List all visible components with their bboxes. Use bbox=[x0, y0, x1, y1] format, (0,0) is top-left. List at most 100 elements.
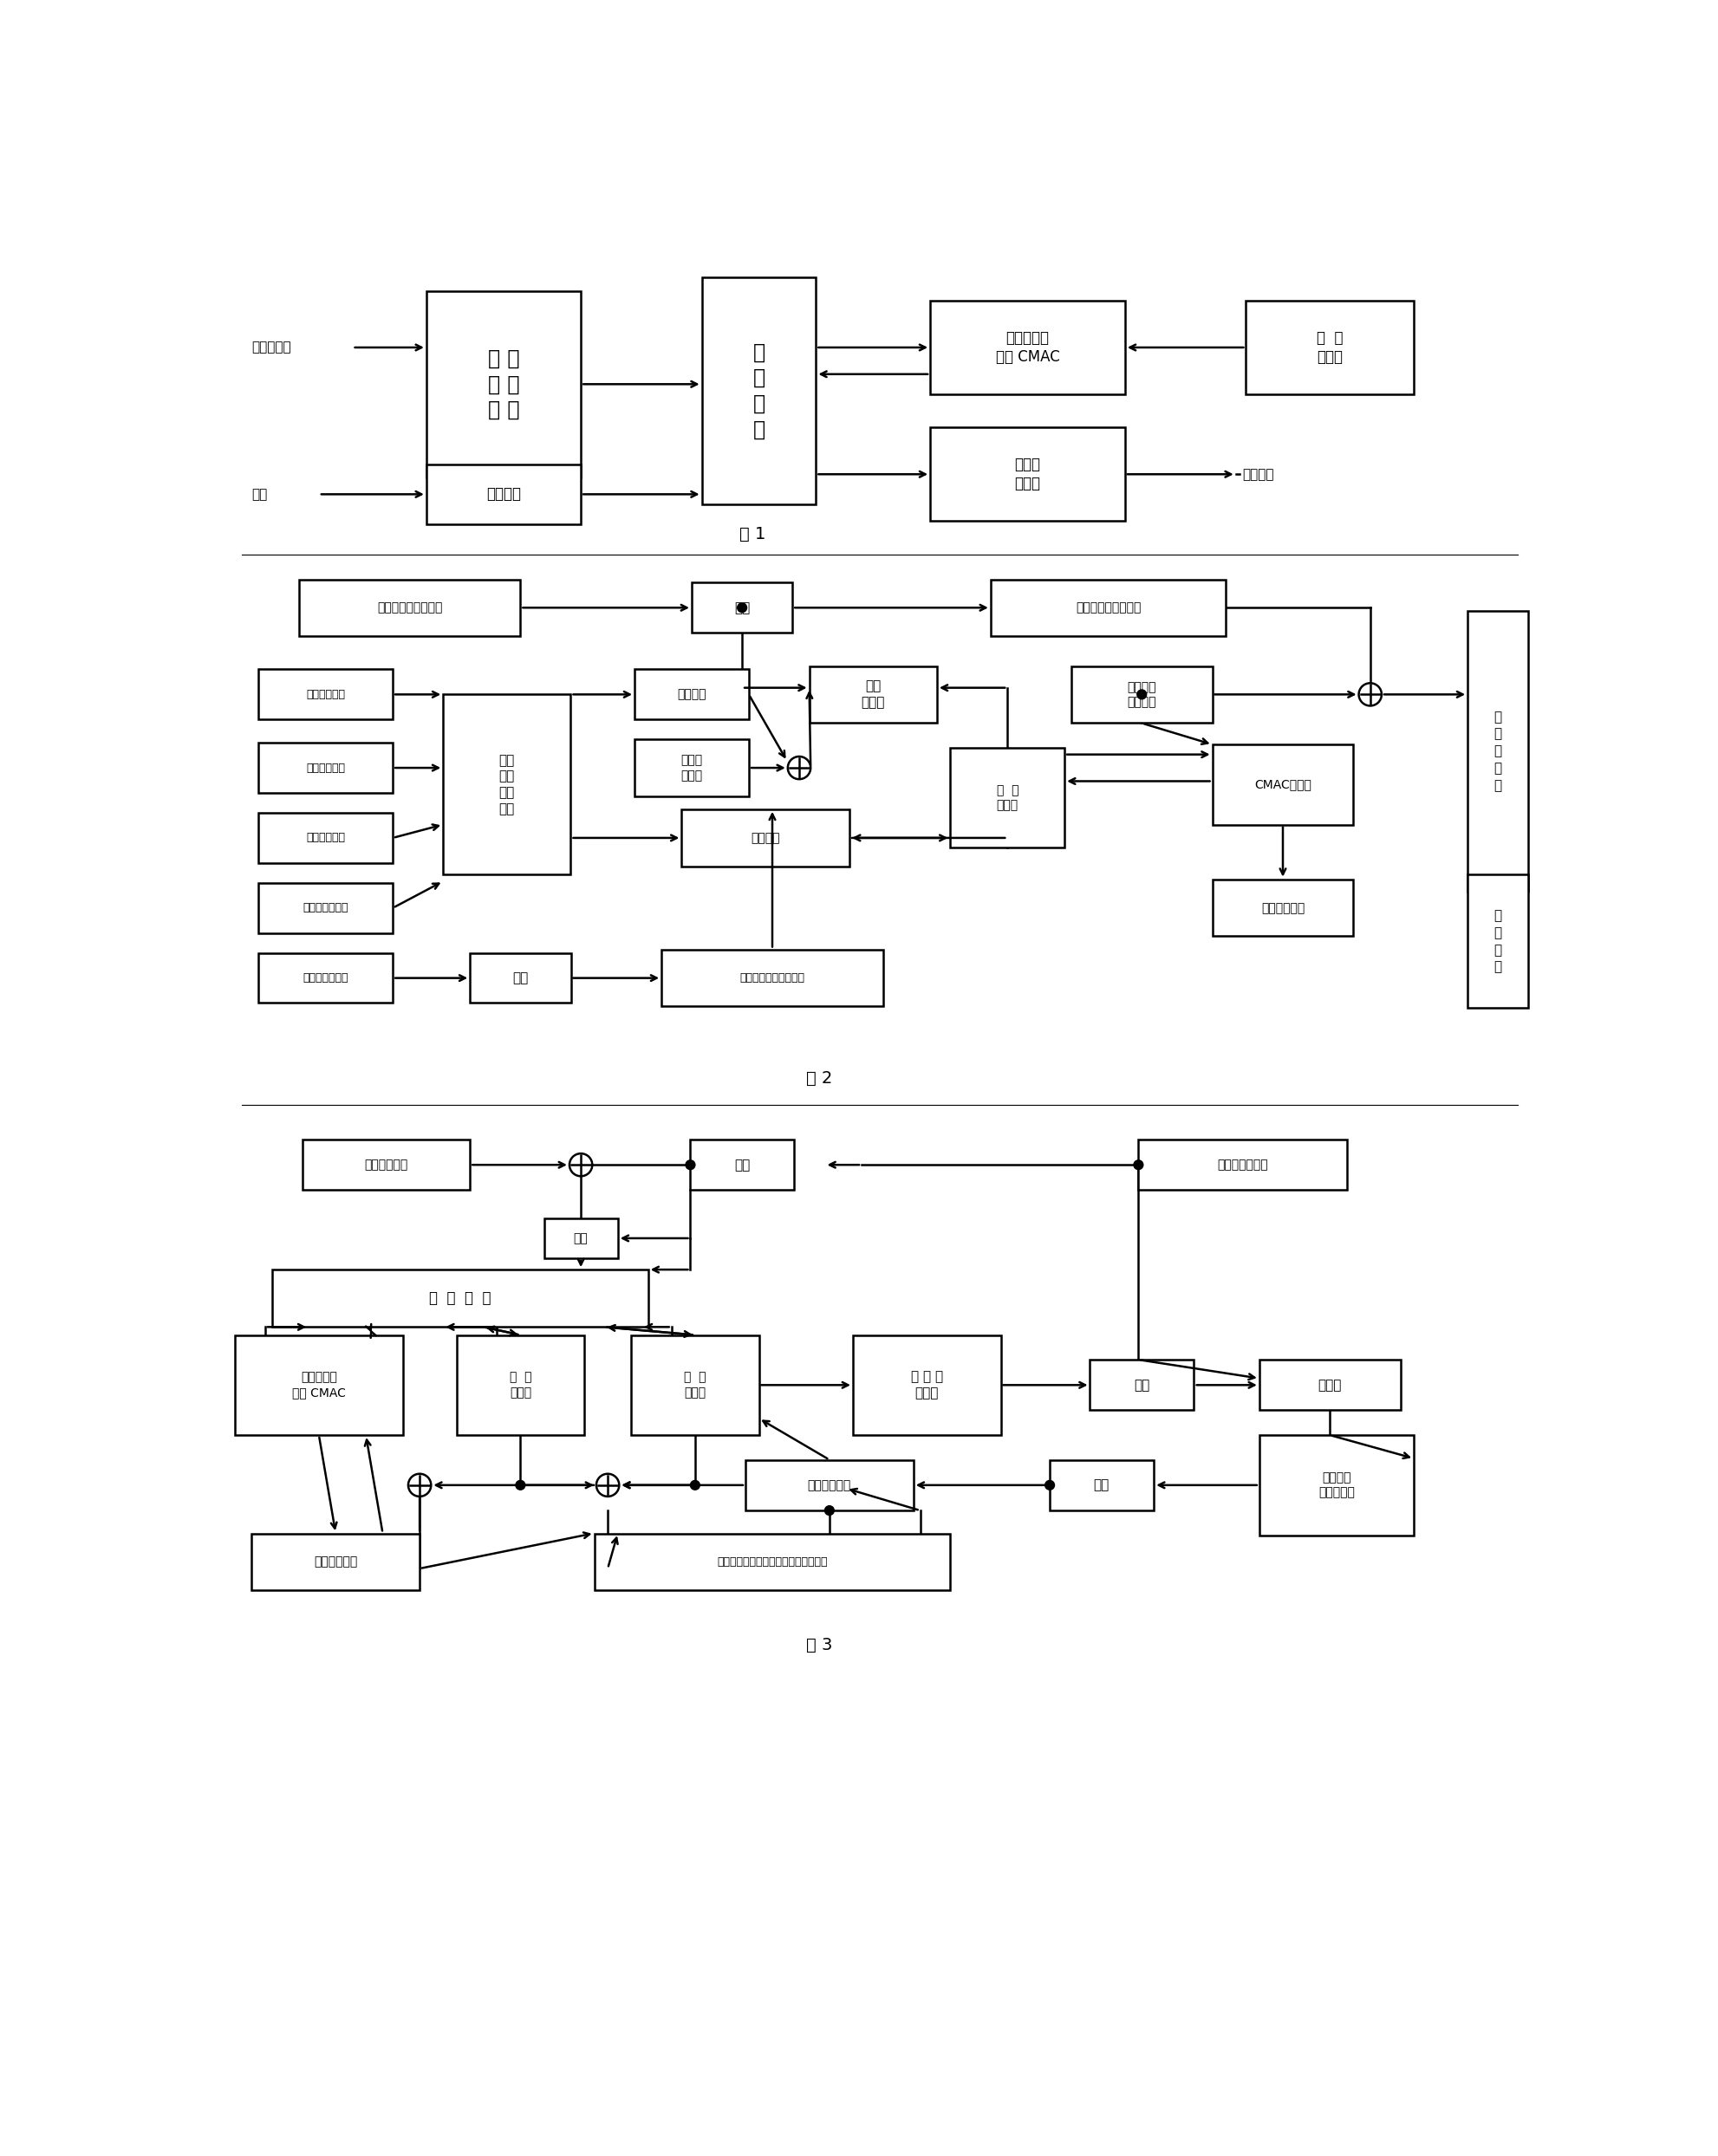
Bar bbox=[426, 291, 581, 479]
Bar bbox=[299, 580, 521, 636]
Bar bbox=[1072, 666, 1213, 722]
Bar bbox=[692, 582, 792, 632]
Bar bbox=[1467, 875, 1527, 1009]
Bar bbox=[253, 1533, 419, 1591]
Text: 相关传感器测值变化率及概率分布密度: 相关传感器测值变化率及概率分布密度 bbox=[716, 1557, 828, 1567]
Text: 时滞: 时滞 bbox=[512, 972, 529, 985]
Text: 发动机: 发动机 bbox=[1318, 1378, 1342, 1391]
Text: 相关传感器信号: 相关传感器信号 bbox=[1216, 1158, 1268, 1171]
Circle shape bbox=[1134, 1160, 1142, 1169]
Text: 喷油脉宽信号: 喷油脉宽信号 bbox=[306, 832, 345, 843]
Text: 时滞: 时滞 bbox=[1134, 1378, 1149, 1391]
Text: 时滞: 时滞 bbox=[734, 1158, 751, 1171]
Bar bbox=[661, 949, 883, 1007]
Bar bbox=[1089, 1360, 1194, 1410]
Circle shape bbox=[515, 1481, 526, 1490]
Text: CMAC控制器: CMAC控制器 bbox=[1254, 778, 1311, 791]
Text: 爆震信号发生概率分布: 爆震信号发生概率分布 bbox=[740, 972, 804, 983]
Text: 动态脉谱生成: 动态脉谱生成 bbox=[314, 1557, 357, 1567]
Text: 图 1: 图 1 bbox=[739, 526, 765, 543]
Bar bbox=[258, 668, 393, 720]
Text: 组合策略: 组合策略 bbox=[751, 832, 780, 843]
Bar bbox=[302, 1141, 471, 1190]
Circle shape bbox=[737, 604, 747, 612]
Bar bbox=[746, 1460, 914, 1509]
Text: 点
火
偏
差: 点 火 偏 差 bbox=[1495, 910, 1502, 975]
Bar bbox=[258, 744, 393, 793]
Bar bbox=[1139, 1141, 1347, 1190]
Bar bbox=[457, 1335, 584, 1436]
Text: 功率驱
动电路: 功率驱 动电路 bbox=[1015, 457, 1041, 492]
Text: 常规
控制器: 常规 控制器 bbox=[861, 679, 885, 709]
Circle shape bbox=[825, 1505, 835, 1516]
Bar bbox=[426, 464, 581, 524]
Text: 铁  电
存储器: 铁 电 存储器 bbox=[996, 785, 1019, 811]
Text: 相关选定: 相关选定 bbox=[677, 688, 706, 701]
Text: 进气压力信号: 进气压力信号 bbox=[306, 763, 345, 774]
Bar bbox=[991, 580, 1225, 636]
Text: 基本点火脉谱: 基本点火脉谱 bbox=[364, 1158, 407, 1171]
Text: 动态喷油脉谱: 动态喷油脉谱 bbox=[1261, 901, 1304, 914]
Text: 小脑关节控
制器 CMAC: 小脑关节控 制器 CMAC bbox=[996, 330, 1060, 364]
Bar bbox=[1213, 880, 1354, 936]
Bar bbox=[929, 300, 1125, 395]
Bar bbox=[1213, 744, 1354, 824]
Circle shape bbox=[685, 1160, 696, 1169]
Text: 误差: 误差 bbox=[574, 1233, 588, 1244]
Bar bbox=[235, 1335, 402, 1436]
Text: 铁  电
存储器: 铁 电 存储器 bbox=[1316, 330, 1343, 364]
Text: 点火
正时
控制
策略: 点火 正时 控制 策略 bbox=[498, 755, 515, 815]
Text: 时滞: 时滞 bbox=[734, 602, 751, 614]
Text: 点火正时
修正脉谱: 点火正时 修正脉谱 bbox=[1127, 681, 1156, 707]
Bar bbox=[701, 278, 816, 505]
Text: 电源: 电源 bbox=[253, 487, 268, 500]
Bar bbox=[545, 1218, 618, 1259]
Text: 电源检测: 电源检测 bbox=[486, 487, 521, 502]
Text: 相关工况参数变化率: 相关工况参数变化率 bbox=[1075, 602, 1141, 614]
Text: 传感器信号: 传感器信号 bbox=[253, 341, 292, 354]
Text: 小脑关节控
制器 CMAC: 小脑关节控 制器 CMAC bbox=[292, 1371, 345, 1399]
Text: 发动机相关工况参数: 发动机相关工况参数 bbox=[376, 602, 442, 614]
Text: 节气门位置信号: 节气门位置信号 bbox=[302, 903, 349, 914]
Bar bbox=[594, 1533, 950, 1591]
Bar bbox=[809, 666, 936, 722]
Bar bbox=[1246, 300, 1414, 395]
Circle shape bbox=[1359, 683, 1381, 705]
Bar bbox=[258, 884, 393, 934]
Circle shape bbox=[569, 1153, 593, 1177]
Bar bbox=[634, 668, 749, 720]
Bar bbox=[950, 748, 1065, 847]
Text: 常规修正策略: 常规修正策略 bbox=[807, 1479, 850, 1492]
Bar bbox=[852, 1335, 1000, 1436]
Circle shape bbox=[1137, 690, 1146, 699]
Text: 爆震传感器信号: 爆震传感器信号 bbox=[302, 972, 349, 983]
Text: 常  规
控制器: 常 规 控制器 bbox=[684, 1371, 706, 1399]
Text: 图 2: 图 2 bbox=[806, 1069, 833, 1087]
Text: 微
处
理
器: 微 处 理 器 bbox=[752, 343, 765, 440]
Circle shape bbox=[1045, 1481, 1055, 1490]
Bar bbox=[1259, 1360, 1400, 1410]
Bar bbox=[271, 1270, 648, 1326]
Text: 基本点
火脉谱: 基本点 火脉谱 bbox=[680, 755, 703, 780]
Text: 点火模块: 点火模块 bbox=[1242, 468, 1275, 481]
Text: 点 火 脉
宽控制: 点 火 脉 宽控制 bbox=[911, 1371, 943, 1399]
Bar bbox=[691, 1141, 794, 1190]
Bar bbox=[1259, 1436, 1414, 1535]
Bar bbox=[258, 813, 393, 862]
Bar bbox=[929, 427, 1125, 522]
Bar bbox=[682, 808, 850, 867]
Bar bbox=[443, 694, 570, 875]
Circle shape bbox=[691, 1481, 699, 1490]
Bar bbox=[1050, 1460, 1153, 1509]
Text: 铁  电
存储器: 铁 电 存储器 bbox=[509, 1371, 531, 1399]
Text: 点
火
控
制
器: 点 火 控 制 器 bbox=[1495, 709, 1502, 791]
Circle shape bbox=[789, 757, 811, 778]
Circle shape bbox=[596, 1475, 618, 1496]
Text: 控  制  策  略: 控 制 策 略 bbox=[430, 1291, 491, 1307]
Text: 点火相关
传感器信号: 点火相关 传感器信号 bbox=[1318, 1473, 1356, 1498]
Bar bbox=[471, 953, 570, 1003]
Bar bbox=[258, 953, 393, 1003]
Text: 图 3: 图 3 bbox=[806, 1636, 833, 1654]
Text: 曲轴位置信号: 曲轴位置信号 bbox=[306, 688, 345, 701]
Circle shape bbox=[409, 1475, 431, 1496]
